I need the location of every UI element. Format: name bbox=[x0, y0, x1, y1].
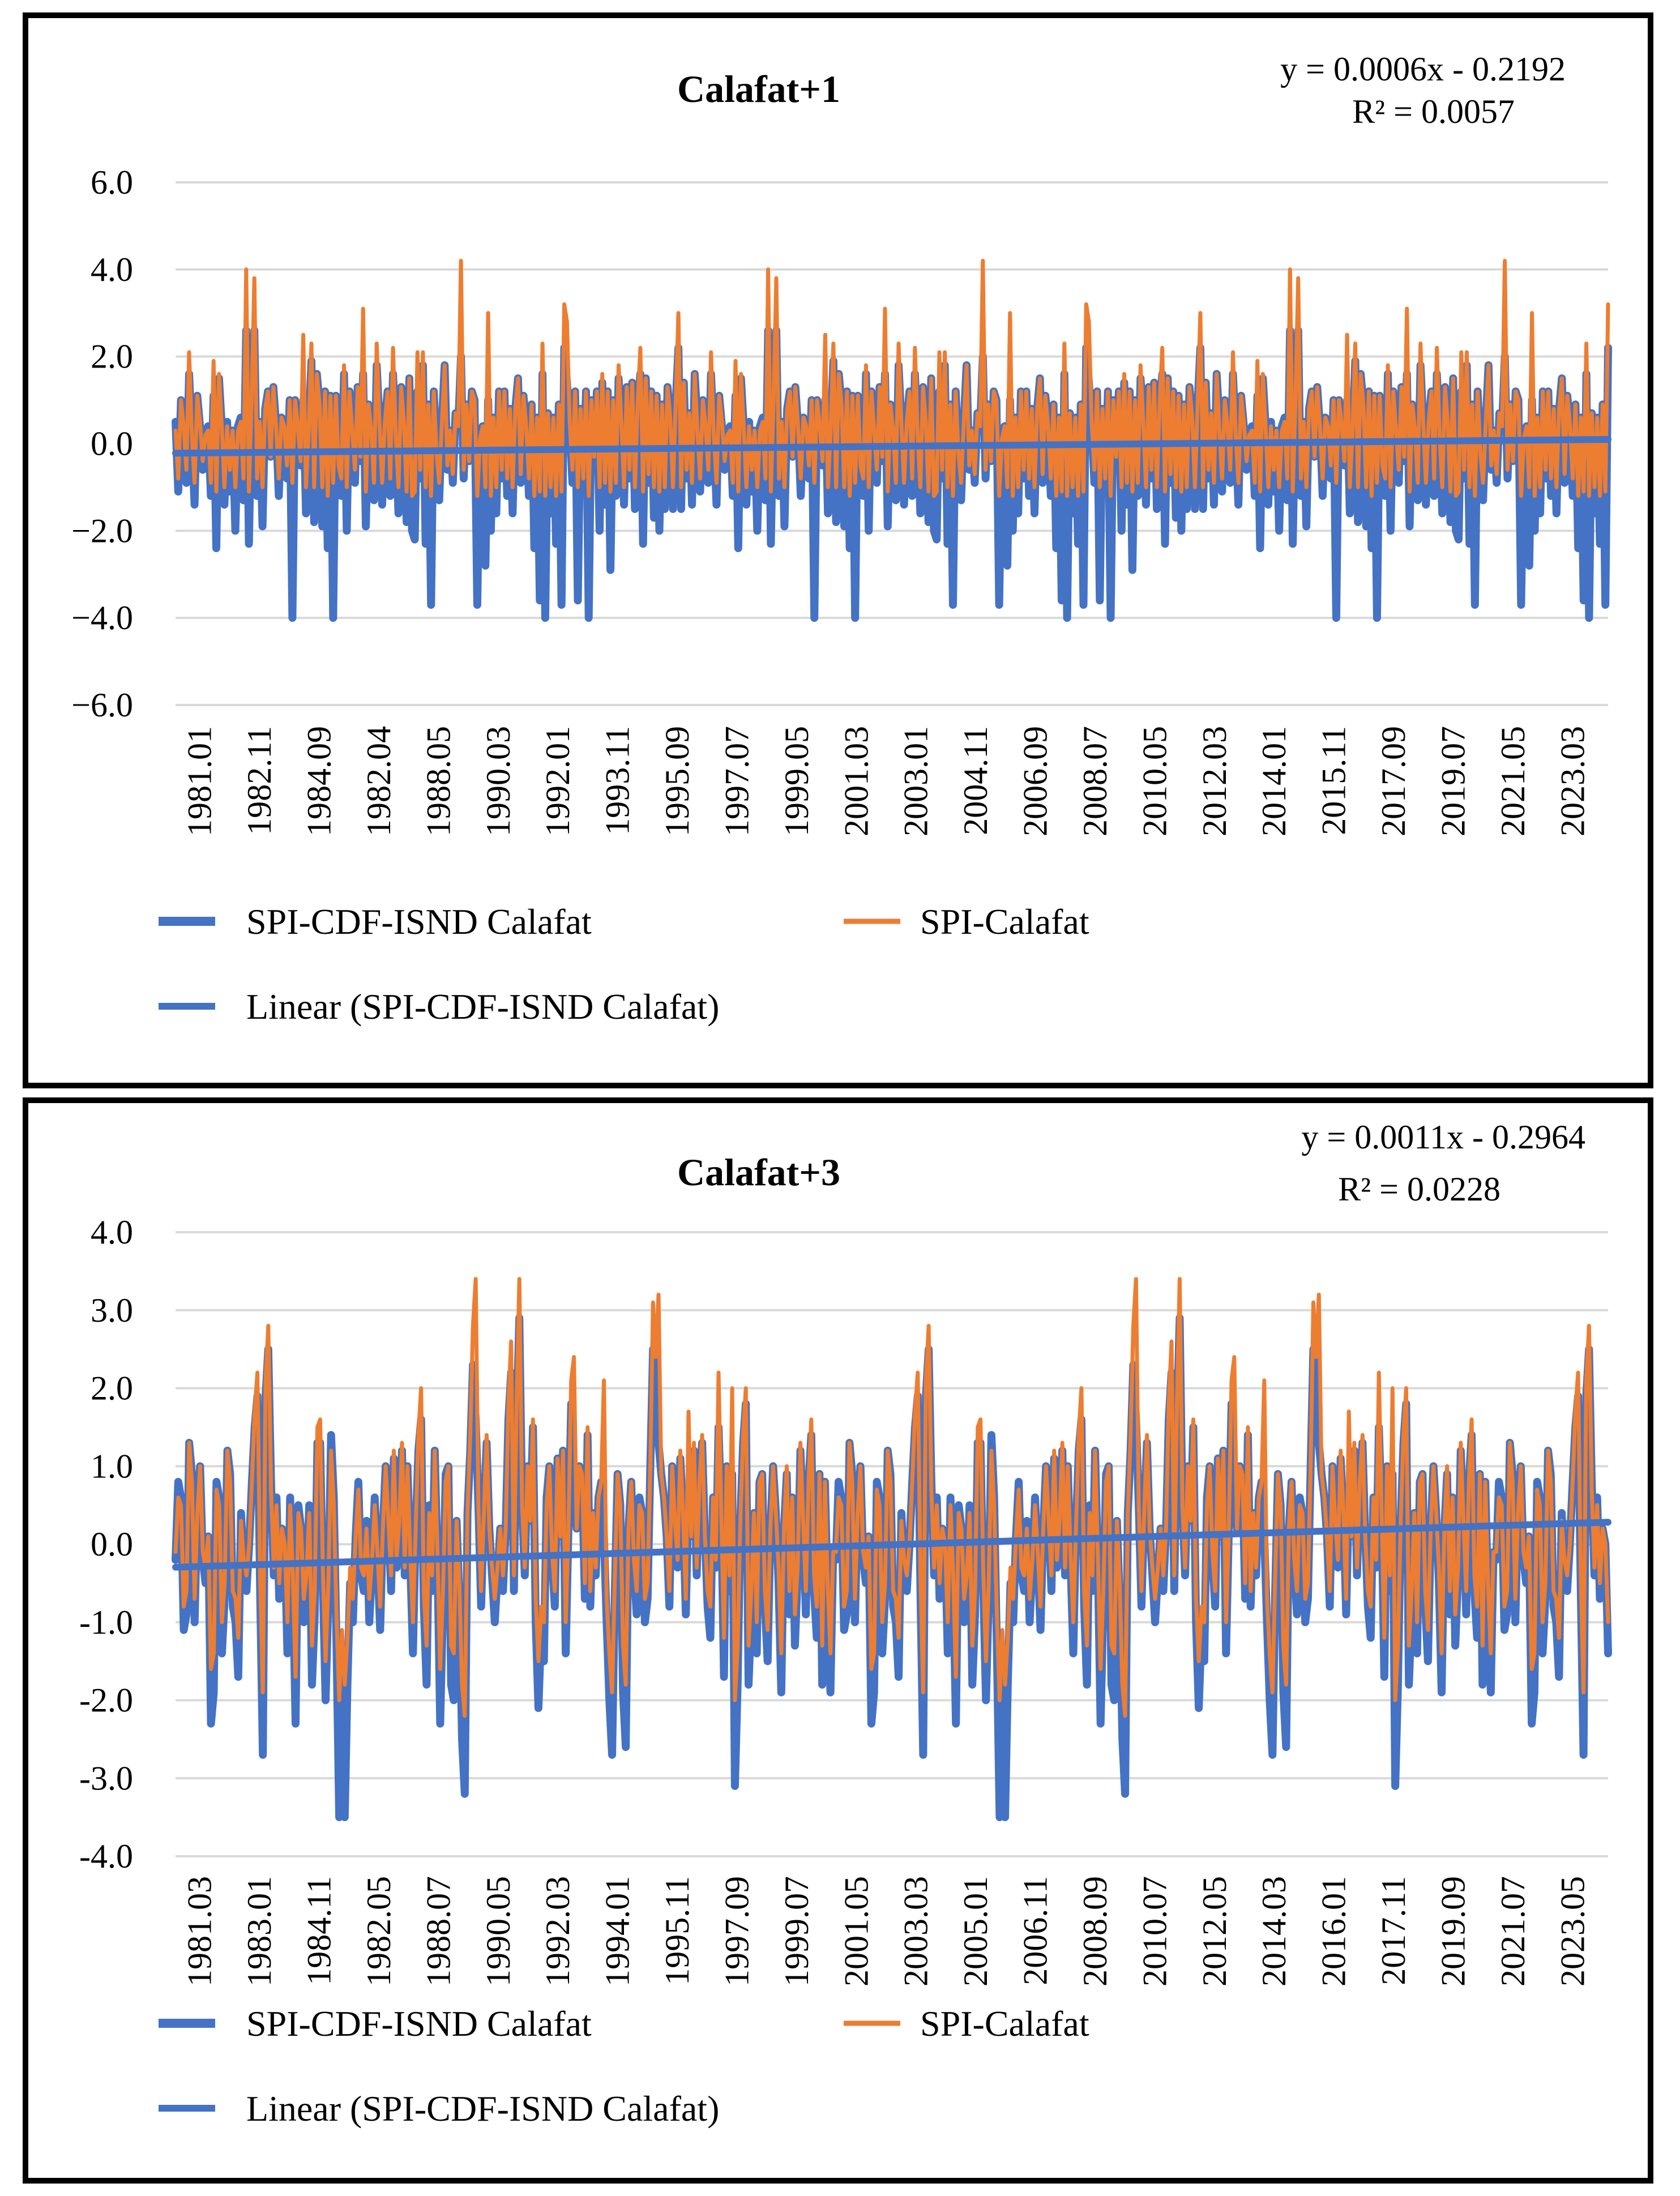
y-tick-label: -2.0 bbox=[79, 1682, 133, 1719]
y-tick-label: 2.0 bbox=[91, 338, 133, 375]
x-tick-label: 2001.03 bbox=[837, 726, 875, 836]
chart-calafat-1: Calafat+1 y = 0.0006x - 0.2192 R² = 0.00… bbox=[71, 50, 1612, 1027]
series-line-spi bbox=[173, 259, 1610, 498]
trend-line bbox=[172, 1519, 1611, 1571]
x-tick-label: 2017.09 bbox=[1375, 726, 1412, 836]
x-tick-label: 2021.07 bbox=[1494, 1876, 1532, 1986]
legend-label-trend: Linear (SPI-CDF-ISND Calafat) bbox=[246, 2088, 719, 2129]
x-axis: 1981.01 1982.11 1984.09 1982.04 1988.05 1990.… bbox=[181, 726, 1592, 836]
x-tick-label: 2014.01 bbox=[1255, 726, 1293, 836]
x-tick-label: 2012.05 bbox=[1196, 1876, 1233, 1986]
x-tick-label: 2004.11 bbox=[957, 726, 994, 835]
x-tick-label: 2010.07 bbox=[1136, 1876, 1173, 1986]
legend-label-cdf: SPI-CDF-ISND Calafat bbox=[246, 902, 592, 942]
x-tick-label: 2012.03 bbox=[1196, 726, 1233, 836]
x-tick-label: 2005.01 bbox=[957, 1876, 994, 1986]
legend: SPI-CDF-ISND Calafat SPI-Calafat Linear … bbox=[159, 902, 1089, 1027]
chart-title: Calafat+1 bbox=[677, 67, 840, 110]
x-tick-label: 1990.03 bbox=[480, 726, 517, 836]
trend-line bbox=[172, 435, 1611, 457]
x-tick-label: 1983.01 bbox=[241, 1876, 278, 1986]
legend-label-spi: SPI-Calafat bbox=[920, 2003, 1089, 2044]
x-tick-label: 1988.05 bbox=[420, 726, 457, 836]
x-tick-label: 1999.07 bbox=[778, 1876, 815, 1986]
y-tick-label: 2.0 bbox=[91, 1370, 133, 1407]
x-tick-label: 1997.09 bbox=[718, 1876, 755, 1986]
series-layer bbox=[172, 259, 1612, 622]
chart-panel-calafat-3: Calafat+3 y = 0.0011x - 0.2964 R² = 0.02… bbox=[23, 1097, 1653, 2184]
x-tick-label: 1997.07 bbox=[718, 726, 755, 836]
y-tick-label: −2.0 bbox=[71, 512, 133, 549]
x-tick-label: 1993.11 bbox=[599, 726, 636, 835]
y-tick-label: 0.0 bbox=[91, 1526, 133, 1563]
x-axis: 1981.03 1983.01 1984.11 1982.05 1988.07 1990.… bbox=[181, 1876, 1592, 1986]
x-tick-label: 1994.01 bbox=[599, 1876, 636, 1986]
x-tick-label: 2006.09 bbox=[1017, 726, 1054, 836]
y-tick-label: -3.0 bbox=[79, 1759, 133, 1797]
x-tick-label: 1999.05 bbox=[778, 726, 815, 836]
x-tick-label: 2008.09 bbox=[1076, 1876, 1114, 1986]
x-tick-label: 1981.03 bbox=[181, 1876, 219, 1986]
x-tick-label: 2010.05 bbox=[1136, 726, 1173, 836]
x-tick-label: 2001.05 bbox=[837, 1876, 875, 1986]
x-tick-label: 2014.03 bbox=[1255, 1876, 1293, 1986]
legend-label-spi: SPI-Calafat bbox=[920, 902, 1089, 942]
x-tick-label: 2006.11 bbox=[1017, 1876, 1054, 1985]
y-tick-label: 6.0 bbox=[91, 164, 133, 201]
y-tick-label: 3.0 bbox=[91, 1292, 133, 1329]
series-line-spi bbox=[173, 1277, 1610, 1718]
y-tick-label: −4.0 bbox=[71, 599, 133, 636]
x-tick-label: 1990.05 bbox=[480, 1876, 517, 1986]
x-tick-label: 1982.11 bbox=[241, 726, 278, 835]
x-tick-label: 1995.09 bbox=[659, 726, 696, 836]
x-tick-label: 2021.05 bbox=[1494, 726, 1532, 836]
x-tick-label: 1992.01 bbox=[539, 726, 576, 836]
x-tick-label: 2008.07 bbox=[1076, 726, 1114, 836]
y-axis: 4.0 3.0 2.0 1.0 0.0 -1.0 -2.0 -3.0 -4.0 bbox=[79, 1214, 133, 1875]
x-tick-label: 2003.01 bbox=[897, 726, 935, 836]
chart-calafat-3: Calafat+3 y = 0.0011x - 0.2964 R² = 0.02… bbox=[79, 1118, 1612, 2129]
x-tick-label: 2017.11 bbox=[1375, 1876, 1412, 1985]
x-tick-label: 1982.04 bbox=[360, 726, 397, 836]
x-tick-label: 2003.03 bbox=[897, 1876, 935, 1986]
x-tick-label: 1984.09 bbox=[301, 726, 338, 836]
legend-label-cdf: SPI-CDF-ISND Calafat bbox=[246, 2003, 592, 2044]
y-tick-label: 4.0 bbox=[91, 1214, 133, 1251]
x-tick-label: 2023.03 bbox=[1554, 726, 1591, 836]
legend-label-trend: Linear (SPI-CDF-ISND Calafat) bbox=[246, 986, 719, 1027]
r-squared: R² = 0.0228 bbox=[1338, 1170, 1501, 1208]
x-tick-label: 2019.07 bbox=[1434, 726, 1472, 836]
x-tick-label: 2016.01 bbox=[1315, 1876, 1353, 1986]
y-tick-label: 0.0 bbox=[91, 425, 133, 463]
trend-equation: y = 0.0011x - 0.2964 bbox=[1301, 1118, 1585, 1156]
x-tick-label: 2019.09 bbox=[1434, 1876, 1472, 1986]
series-layer bbox=[172, 1277, 1612, 1822]
y-tick-label: 1.0 bbox=[91, 1447, 133, 1485]
x-tick-label: 2015.11 bbox=[1315, 726, 1353, 835]
x-tick-label: 1988.07 bbox=[420, 1876, 457, 1986]
x-tick-label: 2023.05 bbox=[1554, 1876, 1591, 1986]
y-tick-label: -1.0 bbox=[79, 1604, 133, 1641]
chart-panel-calafat-1: Calafat+1 y = 0.0006x - 0.2192 R² = 0.00… bbox=[23, 12, 1653, 1088]
y-axis: 6.0 4.0 2.0 0.0 −2.0 −4.0 −6.0 bbox=[71, 164, 133, 724]
x-tick-label: 1981.01 bbox=[181, 726, 219, 836]
chart-title: Calafat+3 bbox=[677, 1151, 840, 1194]
x-tick-label: 1984.11 bbox=[301, 1876, 338, 1985]
trend-equation: y = 0.0006x - 0.2192 bbox=[1280, 50, 1566, 88]
y-tick-label: -4.0 bbox=[79, 1838, 133, 1875]
legend: SPI-CDF-ISND Calafat SPI-Calafat Linear … bbox=[159, 2003, 1089, 2129]
y-tick-label: 4.0 bbox=[91, 251, 133, 288]
x-tick-label: 1992.03 bbox=[539, 1876, 576, 1986]
r-squared: R² = 0.0057 bbox=[1352, 93, 1515, 130]
x-tick-label: 1982.05 bbox=[360, 1876, 397, 1986]
y-tick-label: −6.0 bbox=[71, 686, 133, 724]
x-tick-label: 1995.11 bbox=[659, 1876, 696, 1985]
